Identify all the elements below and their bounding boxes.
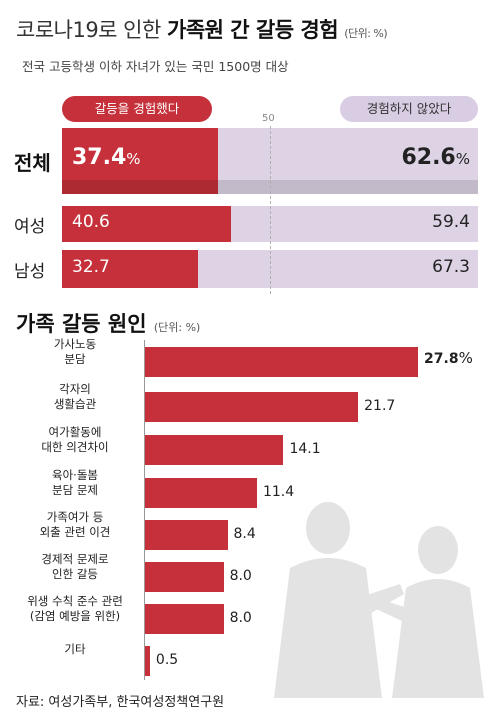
cause-value: 8.4 bbox=[233, 526, 256, 542]
bar-experienced bbox=[62, 128, 218, 194]
title-bold: 가족원 간 갈등 경험 bbox=[167, 18, 339, 42]
cause-label-line: 위생 수칙 준수 관련 bbox=[27, 594, 123, 608]
reference-line-label: 50 bbox=[262, 113, 275, 124]
bar-experienced bbox=[62, 250, 199, 288]
reference-line-50 bbox=[270, 126, 271, 294]
cause-value: 27.8% bbox=[424, 349, 473, 367]
subtitle: 전국 고등학생 이하 자녀가 있는 국민 1500명 대상 bbox=[22, 59, 289, 74]
cause-value: 8.0 bbox=[229, 568, 252, 584]
cause-label-line: 가사노동 bbox=[53, 337, 97, 351]
section-title-unit: (단위: %) bbox=[153, 321, 201, 334]
cause-value: 21.7 bbox=[364, 398, 396, 414]
cause-value: 14.1 bbox=[289, 441, 321, 457]
row-label: 남성 bbox=[14, 262, 46, 282]
cause-label-line: 육아·돌봄 bbox=[52, 468, 98, 482]
title-unit: (단위: %) bbox=[344, 27, 388, 40]
percent-sign: % bbox=[458, 349, 473, 367]
cause-value: 11.4 bbox=[262, 484, 295, 500]
cause-label-line: 여가활동에 bbox=[48, 425, 102, 439]
cause-label-line: 분담 bbox=[64, 352, 86, 366]
cause-label-line: 가족여가 등 bbox=[46, 510, 104, 524]
cause-value: 8.0 bbox=[229, 610, 252, 626]
cause-bar bbox=[145, 562, 224, 592]
title-prefix: 코로나19로 인한 bbox=[16, 18, 161, 42]
cause-label-line: 각자의 bbox=[59, 382, 91, 396]
legend-experienced: 갈등을 경험했다 bbox=[62, 96, 212, 122]
cause-label-line: (감염 예방을 위한) bbox=[29, 609, 121, 623]
cause-label: 기타 bbox=[10, 642, 140, 657]
cause-bar bbox=[145, 520, 228, 550]
cause-label-line: 외출 관련 이견 bbox=[39, 525, 111, 539]
cause-bar bbox=[145, 347, 419, 377]
cause-bar bbox=[145, 392, 359, 422]
row-label: 여성 bbox=[14, 217, 46, 237]
cause-chart-axis bbox=[144, 340, 145, 680]
cause-bar bbox=[145, 646, 150, 676]
bar-experienced bbox=[62, 206, 231, 242]
cause-label: 위생 수칙 준수 관련 (감염 예방을 위한) bbox=[10, 594, 140, 624]
cause-bar bbox=[145, 478, 257, 508]
cause-value: 0.5 bbox=[155, 652, 179, 668]
value-not-experienced: 59.4 bbox=[432, 212, 470, 232]
value-not-experienced: 67.3 bbox=[432, 257, 470, 277]
chart-title: 코로나19로 인한 가족원 간 갈등 경험 (단위: %) bbox=[16, 14, 388, 44]
value-not-experienced: 62.6% bbox=[401, 145, 470, 170]
cause-label: 가사노동 분담 bbox=[10, 337, 140, 367]
cause-label-line: 생활습관 bbox=[53, 397, 97, 411]
cause-label: 경제적 문제로 인한 갈등 bbox=[10, 552, 140, 582]
cause-label: 육아·돌봄 분담 문제 bbox=[10, 468, 140, 498]
cause-label: 각자의 생활습관 bbox=[10, 382, 140, 412]
section-title-text: 가족 갈등 원인 bbox=[16, 312, 147, 336]
section-title-causes: 가족 갈등 원인 (단위: %) bbox=[16, 308, 200, 338]
cause-label-line: 분담 문제 bbox=[52, 483, 98, 497]
cause-label: 가족여가 등 외출 관련 이견 bbox=[10, 510, 140, 540]
percent-sign: % bbox=[126, 150, 141, 168]
row-label: 전체 bbox=[14, 151, 51, 175]
cause-label-line: 인한 갈등 bbox=[52, 567, 98, 581]
legend-not-experienced: 경험하지 않았다 bbox=[340, 96, 478, 122]
cause-label-line: 대한 의견차이 bbox=[41, 440, 109, 454]
value-experienced: 32.7 bbox=[72, 257, 110, 277]
percent-sign: % bbox=[455, 150, 470, 168]
source-note: 자료: 여성가족부, 한국여성정책연구원 bbox=[16, 695, 225, 710]
cause-bar bbox=[145, 604, 224, 634]
people-silhouette-illustration bbox=[274, 502, 484, 698]
value-experienced: 40.6 bbox=[72, 212, 110, 232]
cause-label-line: 경제적 문제로 bbox=[41, 552, 109, 566]
value-experienced: 37.4% bbox=[72, 145, 141, 170]
cause-bar bbox=[145, 435, 284, 465]
cause-label-line: 기타 bbox=[64, 642, 86, 656]
cause-label: 여가활동에 대한 의견차이 bbox=[10, 425, 140, 455]
